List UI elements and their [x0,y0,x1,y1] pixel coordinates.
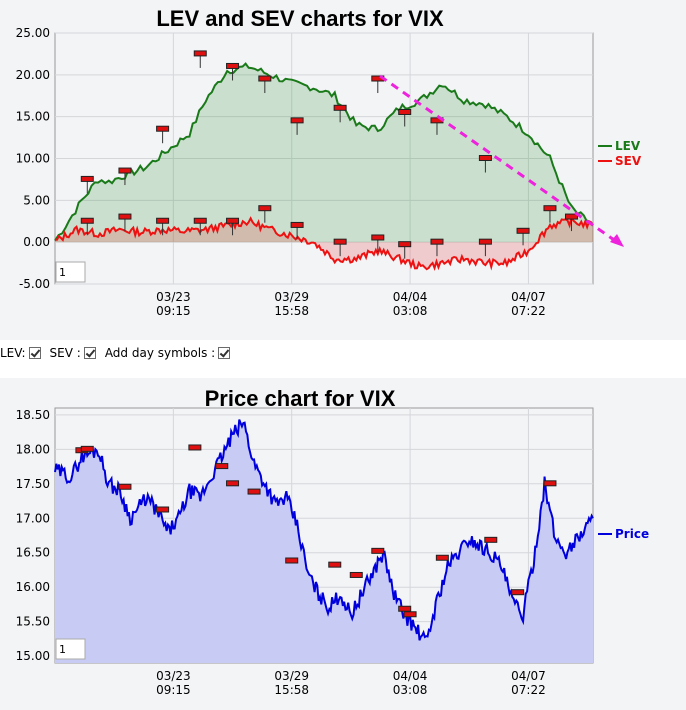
chart2-x-tick-time: 03:08 [393,683,428,697]
day-marker-flag [193,217,207,224]
day-marker-flag [333,104,347,111]
price-area-fill [55,419,593,663]
price-day-marker [285,557,299,564]
chart2-page-box [55,638,86,660]
day-marker-flag [290,117,304,124]
chart2-y-tick-label: 15.00 [16,649,50,663]
lev-area-fill [55,63,593,243]
chart2-y-tick-label: 17.00 [16,511,50,525]
day-marker-flag [156,125,170,132]
chart1-x-tick-time: 15:58 [274,304,309,318]
chart1-title: LEV and SEV charts for VIX [156,6,444,31]
chart2-page-box-value: 1 [59,643,66,656]
day-marker-flag [80,175,94,182]
price-day-marker [511,589,525,596]
day-marker-flag [226,62,240,69]
day-marker-flag [430,238,444,245]
sev-checkbox[interactable] [83,347,96,359]
price-day-marker [156,506,170,513]
day-marker-flag [543,205,557,212]
legend-lev-label: LEV [615,139,641,153]
price-chart: 18.50 18.00 17.50 17.00 16.50 16.00 15.50 15.00… [16,407,649,697]
day-marker-flag [333,238,347,245]
day-marker-flag [226,217,240,224]
chart1-y-tick-label: 20.00 [16,68,50,82]
chart-controls: LEV: SEV : Add day symbols : [0,346,236,360]
day-marker-flag [516,227,530,234]
chart2-x-tick-date: 04/07 [511,669,546,683]
price-day-marker [80,445,94,452]
chart2-x-tick-date: 03/23 [156,669,191,683]
price-day-marker [435,554,449,561]
chart1-page-box [55,261,86,283]
price-day-marker [484,536,498,543]
chart2-x-tick-date: 04/04 [393,669,428,683]
chart2-y-tick-label: 16.00 [16,580,50,594]
chart2-x-tick-date: 03/29 [274,669,309,683]
chart1-x-tick-time: 03:08 [393,304,428,318]
chart1-y-tick-label: 10.00 [16,152,50,166]
chart1-y-tick-label: 0.00 [23,235,50,249]
chart1-x-tick-date: 03/23 [156,290,191,304]
day-marker-flag [193,50,207,57]
day-marker-flag [290,221,304,228]
price-day-marker [398,605,412,612]
day-marker-flag [398,241,412,248]
trend-arrow-line [379,74,618,244]
chart1-x-tick-date: 04/07 [511,290,546,304]
legend-price-label: Price [615,527,649,541]
lev-checkbox[interactable] [28,347,41,359]
chart2-y-tick-label: 16.50 [16,546,50,560]
chart1-x-tick-time: 07:22 [511,304,546,318]
price-day-marker [188,444,202,451]
chart2-x-tick-time: 09:15 [156,683,191,697]
chart1-y-tick-label: 5.00 [23,193,50,207]
chart2-y-tick-label: 17.50 [16,477,50,491]
chart2-y-tick-label: 18.00 [16,442,50,456]
chart2-x-tick-time: 07:22 [511,683,546,697]
sev-toggle-label: SEV : [49,346,81,360]
day-marker-flag [118,213,132,220]
chart2-title: Price chart for VIX [204,386,396,411]
chart2-y-tick-label: 18.50 [16,408,50,422]
day-symbols-checkbox[interactable] [218,347,231,359]
chart1-x-tick-date: 03/29 [274,290,309,304]
price-day-marker [543,480,557,487]
price-day-marker [215,463,229,470]
price-day-marker [247,488,261,495]
trend-arrow-head [610,234,624,247]
price-day-marker [371,547,385,554]
day-marker-flag [80,217,94,224]
chart1-y-tick-label: 25.00 [16,26,50,40]
price-day-marker [328,561,342,568]
chart2-x-tick-time: 15:58 [274,683,309,697]
chart1-y-tick-label: 15.00 [16,110,50,124]
lev-toggle-label: LEV: [0,346,26,360]
day-symbols-label: Add day symbols : [104,346,216,360]
chart2-y-tick-label: 15.50 [16,615,50,629]
day-marker-flag [118,167,132,174]
price-day-marker [403,611,417,618]
day-marker-flag [258,205,272,212]
price-day-marker [226,480,240,487]
chart1-x-tick-date: 04/04 [393,290,428,304]
price-day-marker [118,483,132,490]
day-marker-flag [398,108,412,115]
price-series-line [54,419,594,641]
day-marker-flag [156,217,170,224]
day-marker-flag [564,213,578,220]
lev-series-line [54,62,594,242]
lev-sev-chart: 25.00 20.00 15.00 10.00 5.00 0.00 -5.00 03/2309… [16,26,642,318]
legend-sev-label: SEV [615,154,642,168]
chart1-x-tick-time: 09:15 [156,304,191,318]
price-day-marker [349,571,363,578]
day-marker-flag [478,238,492,245]
day-marker-flag [371,234,385,241]
chart1-y-tick-label: -5.00 [19,277,50,291]
chart1-page-box-value: 1 [59,266,66,279]
day-marker-flag [478,155,492,161]
sev-series-line [54,214,594,271]
day-marker-flag [258,75,272,82]
